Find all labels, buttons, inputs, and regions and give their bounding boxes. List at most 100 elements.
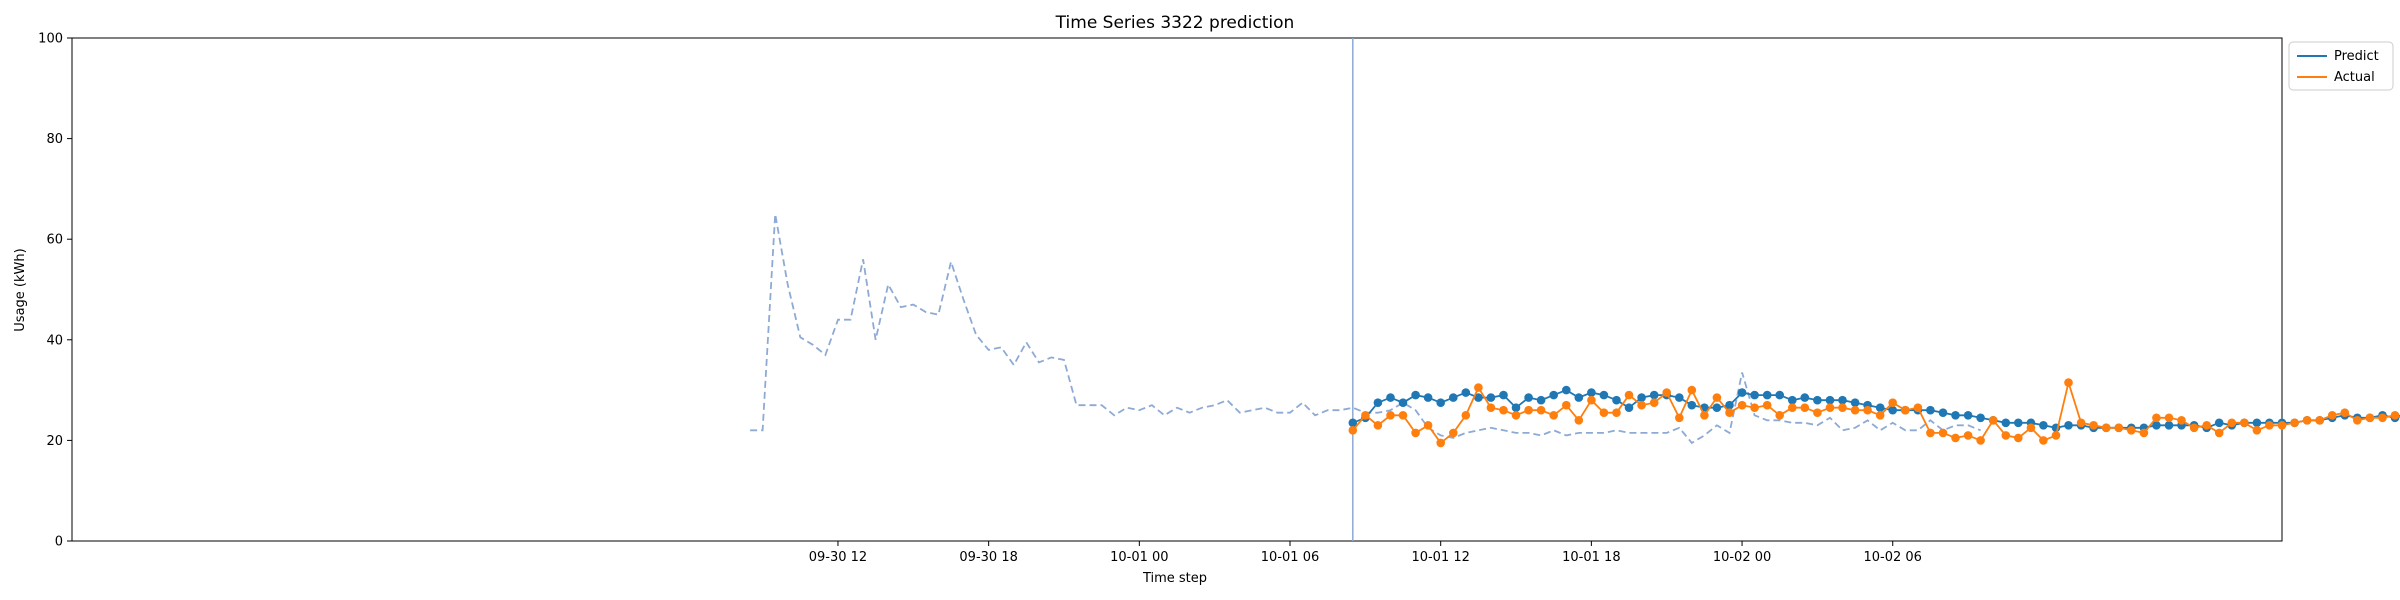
actual-point: [1951, 434, 1960, 443]
actual-point: [1939, 429, 1948, 438]
actual-point: [1713, 393, 1722, 402]
actual-point: [1361, 411, 1370, 420]
actual-point: [1700, 411, 1709, 420]
actual-point: [1625, 391, 1634, 400]
actual-point: [1612, 408, 1621, 417]
predict-point: [1524, 393, 1533, 402]
actual-point: [1989, 416, 1998, 425]
predict-point: [2014, 419, 2023, 428]
predict-point: [1939, 408, 1948, 417]
predict-point: [1637, 393, 1646, 402]
predict-point: [1826, 396, 1835, 405]
predict-point: [1688, 401, 1697, 410]
plot-layer: [750, 38, 2400, 541]
actual-point: [2152, 414, 2161, 423]
actual-point: [1399, 411, 1408, 420]
predict-point: [1650, 391, 1659, 400]
actual-point: [1449, 429, 1458, 438]
actual-point: [2102, 424, 2111, 433]
actual-point: [2366, 414, 2375, 423]
actual-point: [1863, 406, 1872, 415]
actual-point: [2014, 434, 2023, 443]
actual-point: [1436, 439, 1445, 448]
actual-point: [1411, 429, 1420, 438]
predict-point: [1713, 403, 1722, 412]
x-axis: 09-30 12 09-30 18 10-01 00 10-01 06 10-01 12…: [809, 541, 1922, 565]
actual-point: [1549, 411, 1558, 420]
actual-point: [2315, 416, 2324, 425]
y-tick-label: 60: [46, 233, 63, 248]
y-tick-label: 100: [38, 32, 63, 47]
actual-point: [2165, 414, 2174, 423]
predict-point: [2039, 421, 2048, 430]
actual-point: [2240, 419, 2249, 428]
actual-point: [1587, 396, 1596, 405]
predict-point: [1625, 403, 1634, 412]
actual-point: [1562, 401, 1571, 410]
predict-point: [1675, 393, 1684, 402]
actual-point: [1474, 383, 1483, 392]
predict-point: [1801, 393, 1810, 402]
predict-point: [2002, 419, 2011, 428]
predict-point: [2253, 419, 2262, 428]
actual-point: [2177, 416, 2186, 425]
actual-point: [1926, 429, 1935, 438]
predict-point: [1424, 393, 1433, 402]
actual-point: [2190, 424, 2199, 433]
predict-point: [1587, 388, 1596, 397]
y-tick-label: 0: [55, 535, 63, 550]
x-tick-label: 09-30 18: [959, 550, 1017, 565]
actual-point: [1976, 436, 1985, 445]
predict-point: [1612, 396, 1621, 405]
predict-point: [1575, 393, 1584, 402]
predict-point: [1813, 396, 1822, 405]
actual-point: [1512, 411, 1521, 420]
actual-point: [2140, 429, 2149, 438]
x-tick-label: 10-01 00: [1110, 550, 1168, 565]
actual-point: [1725, 408, 1734, 417]
predict-point: [2165, 421, 2174, 430]
predict-point: [1449, 393, 1458, 402]
predict-point: [1976, 414, 1985, 423]
actual-point: [2002, 431, 2011, 440]
actual-point: [1763, 401, 1772, 410]
x-tick-label: 10-01 12: [1411, 550, 1469, 565]
actual-point: [2265, 421, 2274, 430]
actual-point: [1788, 403, 1797, 412]
predict-point: [1411, 391, 1420, 400]
predict-point: [1487, 393, 1496, 402]
actual-point: [1386, 411, 1395, 420]
predict-point: [1788, 396, 1797, 405]
x-tick-label: 09-30 12: [809, 550, 867, 565]
actual-point: [2253, 426, 2262, 435]
actual-point: [1637, 401, 1646, 410]
predict-point: [1888, 406, 1897, 415]
predict-point: [1964, 411, 1973, 420]
actual-point: [1964, 431, 1973, 440]
predict-point: [1763, 391, 1772, 400]
actual-point: [1424, 421, 1433, 430]
actual-point: [1901, 406, 1910, 415]
x-tick-label: 10-01 06: [1261, 550, 1319, 565]
actual-point: [2290, 419, 2299, 428]
actual-point: [1801, 403, 1810, 412]
actual-point: [1750, 403, 1759, 412]
predict-point: [1386, 393, 1395, 402]
actual-point: [1524, 406, 1533, 415]
legend: Predict Actual: [2289, 42, 2393, 90]
actual-point: [1738, 401, 1747, 410]
actual-point: [1876, 411, 1885, 420]
predict-point: [1512, 403, 1521, 412]
predict-point: [1562, 386, 1571, 395]
predict-point: [1951, 411, 1960, 420]
actual-point: [2089, 421, 2098, 430]
actual-point: [1826, 403, 1835, 412]
actual-point: [2064, 378, 2073, 387]
predict-point: [1600, 391, 1609, 400]
actual-point: [2115, 424, 2124, 433]
actual-point: [2378, 414, 2387, 423]
actual-point: [2039, 436, 2048, 445]
actual-point: [1813, 408, 1822, 417]
predict-point: [1462, 388, 1471, 397]
